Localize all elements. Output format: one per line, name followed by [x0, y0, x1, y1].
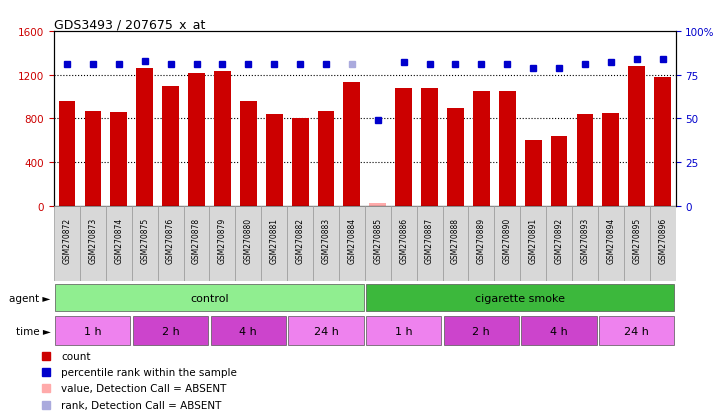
Text: time ►: time ► — [16, 326, 50, 336]
Bar — [162, 87, 179, 206]
Bar — [84, 112, 102, 206]
Bar — [421, 88, 438, 206]
Text: 1 h: 1 h — [395, 326, 412, 336]
Bar — [133, 317, 208, 345]
Text: GDS3493 / 207675_x_at: GDS3493 / 207675_x_at — [54, 18, 205, 31]
Bar — [132, 206, 158, 281]
Bar — [417, 206, 443, 281]
Bar — [317, 112, 335, 206]
Bar — [188, 74, 205, 206]
Text: GSM270880: GSM270880 — [244, 218, 253, 263]
Bar — [184, 206, 209, 281]
Bar — [624, 206, 650, 281]
Text: GSM270876: GSM270876 — [166, 218, 175, 264]
Bar — [292, 119, 309, 206]
Bar — [525, 141, 541, 206]
Text: GSM270874: GSM270874 — [115, 218, 123, 264]
Text: percentile rank within the sample: percentile rank within the sample — [61, 368, 237, 377]
Text: GSM270888: GSM270888 — [451, 218, 460, 263]
Text: GSM270890: GSM270890 — [503, 218, 512, 264]
Bar — [56, 317, 131, 345]
Bar — [469, 206, 495, 281]
Bar — [499, 92, 516, 206]
Bar — [366, 285, 674, 311]
Text: GSM270895: GSM270895 — [632, 218, 641, 264]
Bar — [473, 92, 490, 206]
Bar — [521, 317, 596, 345]
Bar — [521, 206, 546, 281]
Bar — [211, 317, 286, 345]
Text: 24 h: 24 h — [314, 326, 338, 336]
Text: 24 h: 24 h — [624, 326, 649, 336]
Text: GSM270873: GSM270873 — [89, 218, 97, 264]
Text: GSM270882: GSM270882 — [296, 218, 304, 263]
Bar — [54, 206, 80, 281]
Text: GSM270887: GSM270887 — [425, 218, 434, 263]
Text: count: count — [61, 351, 91, 361]
Bar — [106, 206, 132, 281]
Text: GSM270885: GSM270885 — [373, 218, 382, 263]
Text: GSM270896: GSM270896 — [658, 218, 667, 264]
Text: GSM270891: GSM270891 — [528, 218, 538, 263]
Bar — [261, 206, 287, 281]
Bar — [136, 68, 153, 206]
Bar — [266, 115, 283, 206]
Bar — [365, 206, 391, 281]
Bar — [572, 206, 598, 281]
Bar — [447, 109, 464, 206]
Text: value, Detection Call = ABSENT: value, Detection Call = ABSENT — [61, 384, 226, 394]
Bar — [240, 102, 257, 206]
Text: GSM270884: GSM270884 — [348, 218, 356, 263]
Text: 2 h: 2 h — [472, 326, 490, 336]
Text: GSM270878: GSM270878 — [192, 218, 201, 263]
Bar — [628, 66, 645, 206]
Bar — [444, 317, 519, 345]
Bar — [599, 317, 674, 345]
Bar — [546, 206, 572, 281]
Text: GSM270872: GSM270872 — [63, 218, 71, 263]
Bar — [158, 206, 184, 281]
Bar — [391, 206, 417, 281]
Bar — [80, 206, 106, 281]
Bar — [214, 71, 231, 206]
Text: agent ►: agent ► — [9, 293, 50, 303]
Text: GSM270881: GSM270881 — [270, 218, 279, 263]
Text: GSM270889: GSM270889 — [477, 218, 486, 263]
Text: 4 h: 4 h — [550, 326, 568, 336]
Text: GSM270883: GSM270883 — [322, 218, 330, 263]
Text: GSM270879: GSM270879 — [218, 218, 227, 264]
Bar — [495, 206, 520, 281]
Bar — [603, 114, 619, 206]
Text: cigarette smoke: cigarette smoke — [475, 293, 565, 303]
Text: control: control — [190, 293, 229, 303]
Bar — [209, 206, 235, 281]
Text: GSM270892: GSM270892 — [554, 218, 564, 263]
Bar — [366, 317, 441, 345]
Bar — [339, 206, 365, 281]
Text: GSM270894: GSM270894 — [606, 218, 615, 264]
Bar — [235, 206, 261, 281]
Text: 2 h: 2 h — [162, 326, 180, 336]
Bar — [395, 88, 412, 206]
Bar — [443, 206, 469, 281]
Text: GSM270875: GSM270875 — [140, 218, 149, 264]
Bar — [343, 83, 360, 206]
Text: GSM270893: GSM270893 — [580, 218, 590, 264]
Bar — [110, 113, 127, 206]
Text: 1 h: 1 h — [84, 326, 102, 336]
Bar — [650, 206, 676, 281]
Bar — [577, 115, 593, 206]
Bar — [551, 137, 567, 206]
Bar — [56, 285, 363, 311]
Text: rank, Detection Call = ABSENT: rank, Detection Call = ABSENT — [61, 400, 221, 410]
Bar — [369, 203, 386, 206]
Bar — [287, 206, 313, 281]
Bar — [654, 78, 671, 206]
Text: 4 h: 4 h — [239, 326, 257, 336]
Bar — [313, 206, 339, 281]
Text: GSM270886: GSM270886 — [399, 218, 408, 263]
Bar — [288, 317, 363, 345]
Bar — [58, 102, 76, 206]
Bar — [598, 206, 624, 281]
